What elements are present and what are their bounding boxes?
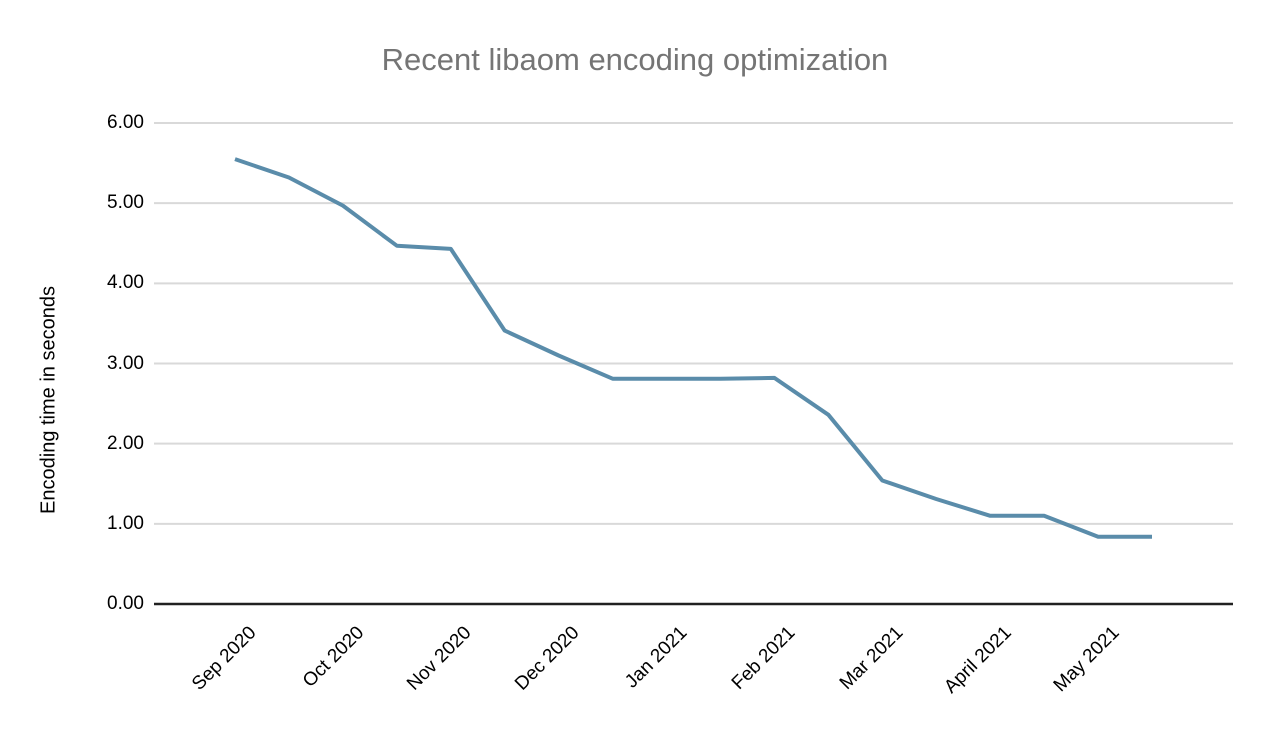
- y-tick-label: 4.00: [107, 272, 144, 294]
- chart-title: Recent libaom encoding optimization: [381, 42, 889, 77]
- y-tick-label: 5.00: [107, 192, 144, 214]
- y-tick-label: 3.00: [107, 352, 144, 374]
- encoding-time-line: [234, 157, 1152, 539]
- y-tick-label: 0.00: [107, 593, 144, 614]
- y-tick-label: 6.00: [107, 112, 144, 133]
- y-tick-label: 1.00: [107, 512, 144, 534]
- y-tick-label: 2.00: [107, 432, 144, 454]
